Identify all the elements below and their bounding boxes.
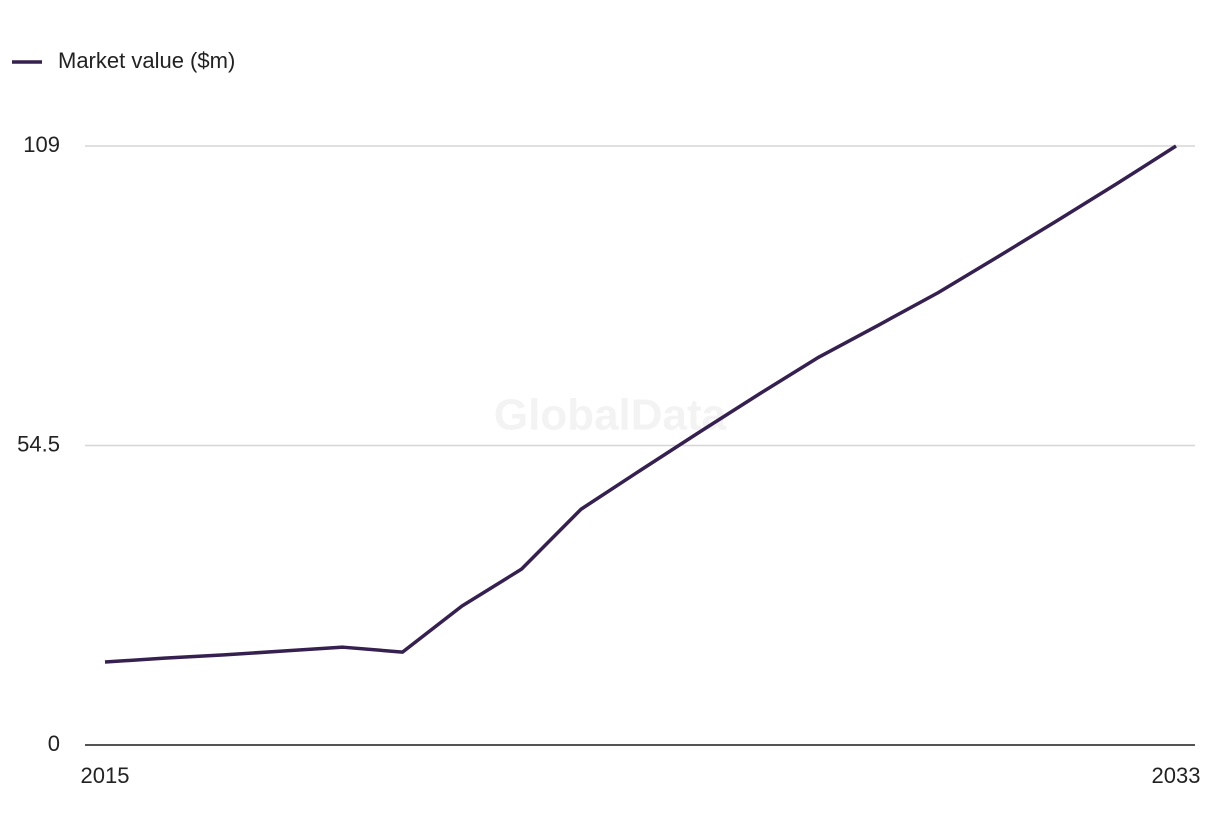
x-tick-label: 2015 — [81, 763, 130, 788]
line — [104, 144, 1177, 664]
y-tick-label: 54.5 — [17, 431, 60, 456]
x-tick-label: 2033 — [1152, 763, 1201, 788]
legend-label: Market value ($m) — [58, 48, 235, 73]
y-tick-label: 0 — [48, 731, 60, 756]
watermark: GlobalData — [494, 391, 727, 440]
y-tick-label: 109 — [23, 132, 60, 157]
